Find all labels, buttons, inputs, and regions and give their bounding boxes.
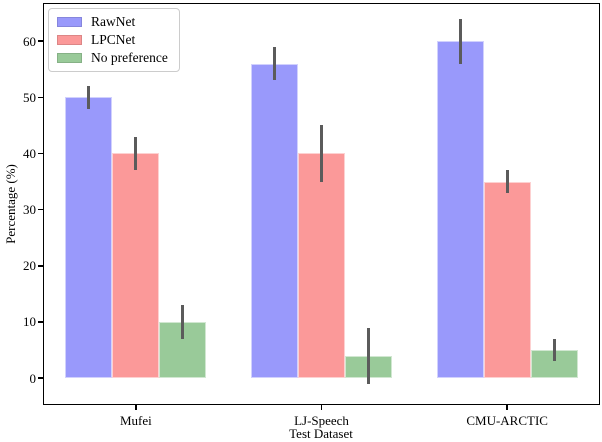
legend-item-rawnet: RawNet bbox=[57, 15, 168, 29]
x-tick-mark-mufei bbox=[135, 405, 137, 410]
x-tick-label-cmu-arctic: CMU-ARCTIC bbox=[466, 413, 548, 428]
x-tick-label-lj-speech: LJ-Speech bbox=[294, 413, 349, 428]
error-bar-lpcnet-mufei bbox=[134, 136, 138, 171]
legend-label-no-preference: No preference bbox=[91, 50, 168, 65]
y-tick-mark-60 bbox=[38, 40, 43, 42]
legend-label-rawnet: RawNet bbox=[91, 14, 136, 29]
error-bar-no-preference-lj-speech bbox=[367, 327, 370, 384]
plot-area bbox=[43, 3, 600, 405]
bar-lpcnet-mufei bbox=[112, 153, 160, 379]
legend-swatch-no-preference bbox=[57, 53, 82, 63]
y-tick-label-20: 20 bbox=[23, 258, 36, 274]
y-tick-mark-10 bbox=[38, 321, 43, 323]
y-tick-label-50: 50 bbox=[23, 89, 36, 105]
y-tick-mark-50 bbox=[38, 96, 43, 99]
bar-rawnet-mufei bbox=[65, 97, 113, 379]
error-bar-no-preference-mufei bbox=[181, 305, 185, 339]
y-tick-label-10: 10 bbox=[23, 314, 36, 330]
y-tick-mark-30 bbox=[38, 208, 43, 211]
error-bar-rawnet-cmu-arctic bbox=[458, 18, 462, 64]
error-bar-no-preference-cmu-arctic bbox=[552, 338, 556, 362]
error-bar-lpcnet-lj-speech bbox=[320, 125, 323, 182]
bar-lpcnet-lj-speech bbox=[298, 153, 345, 379]
x-tick-mark-lj-speech bbox=[320, 405, 323, 410]
y-tick-mark-20 bbox=[38, 265, 43, 267]
legend-label-lpcnet: LPCNet bbox=[91, 32, 136, 47]
y-tick-mark-0 bbox=[38, 377, 43, 379]
bar-rawnet-lj-speech bbox=[251, 63, 298, 379]
error-bar-rawnet-lj-speech bbox=[273, 46, 276, 81]
y-tick-mark-40 bbox=[38, 152, 43, 155]
error-bar-rawnet-mufei bbox=[87, 86, 91, 109]
y-tick-label-0: 0 bbox=[29, 370, 37, 386]
y-tick-label-40: 40 bbox=[23, 145, 36, 161]
bar-lpcnet-cmu-arctic bbox=[483, 181, 531, 379]
error-bar-lpcnet-cmu-arctic bbox=[505, 170, 509, 193]
y-tick-label-60: 60 bbox=[23, 33, 36, 49]
x-axis-label: Test Dataset bbox=[289, 426, 353, 441]
y-tick-label-30: 30 bbox=[23, 202, 36, 218]
x-tick-mark-cmu-arctic bbox=[506, 405, 508, 410]
legend-item-no-preference: No preference bbox=[57, 51, 168, 65]
legend: RawNet LPCNet No preference bbox=[48, 8, 180, 72]
x-tick-label-mufei: Mufei bbox=[119, 413, 152, 428]
legend-swatch-rawnet bbox=[57, 17, 82, 27]
bar-rawnet-cmu-arctic bbox=[436, 41, 484, 379]
legend-swatch-lpcnet bbox=[57, 35, 82, 45]
legend-item-lpcnet: LPCNet bbox=[57, 33, 168, 47]
